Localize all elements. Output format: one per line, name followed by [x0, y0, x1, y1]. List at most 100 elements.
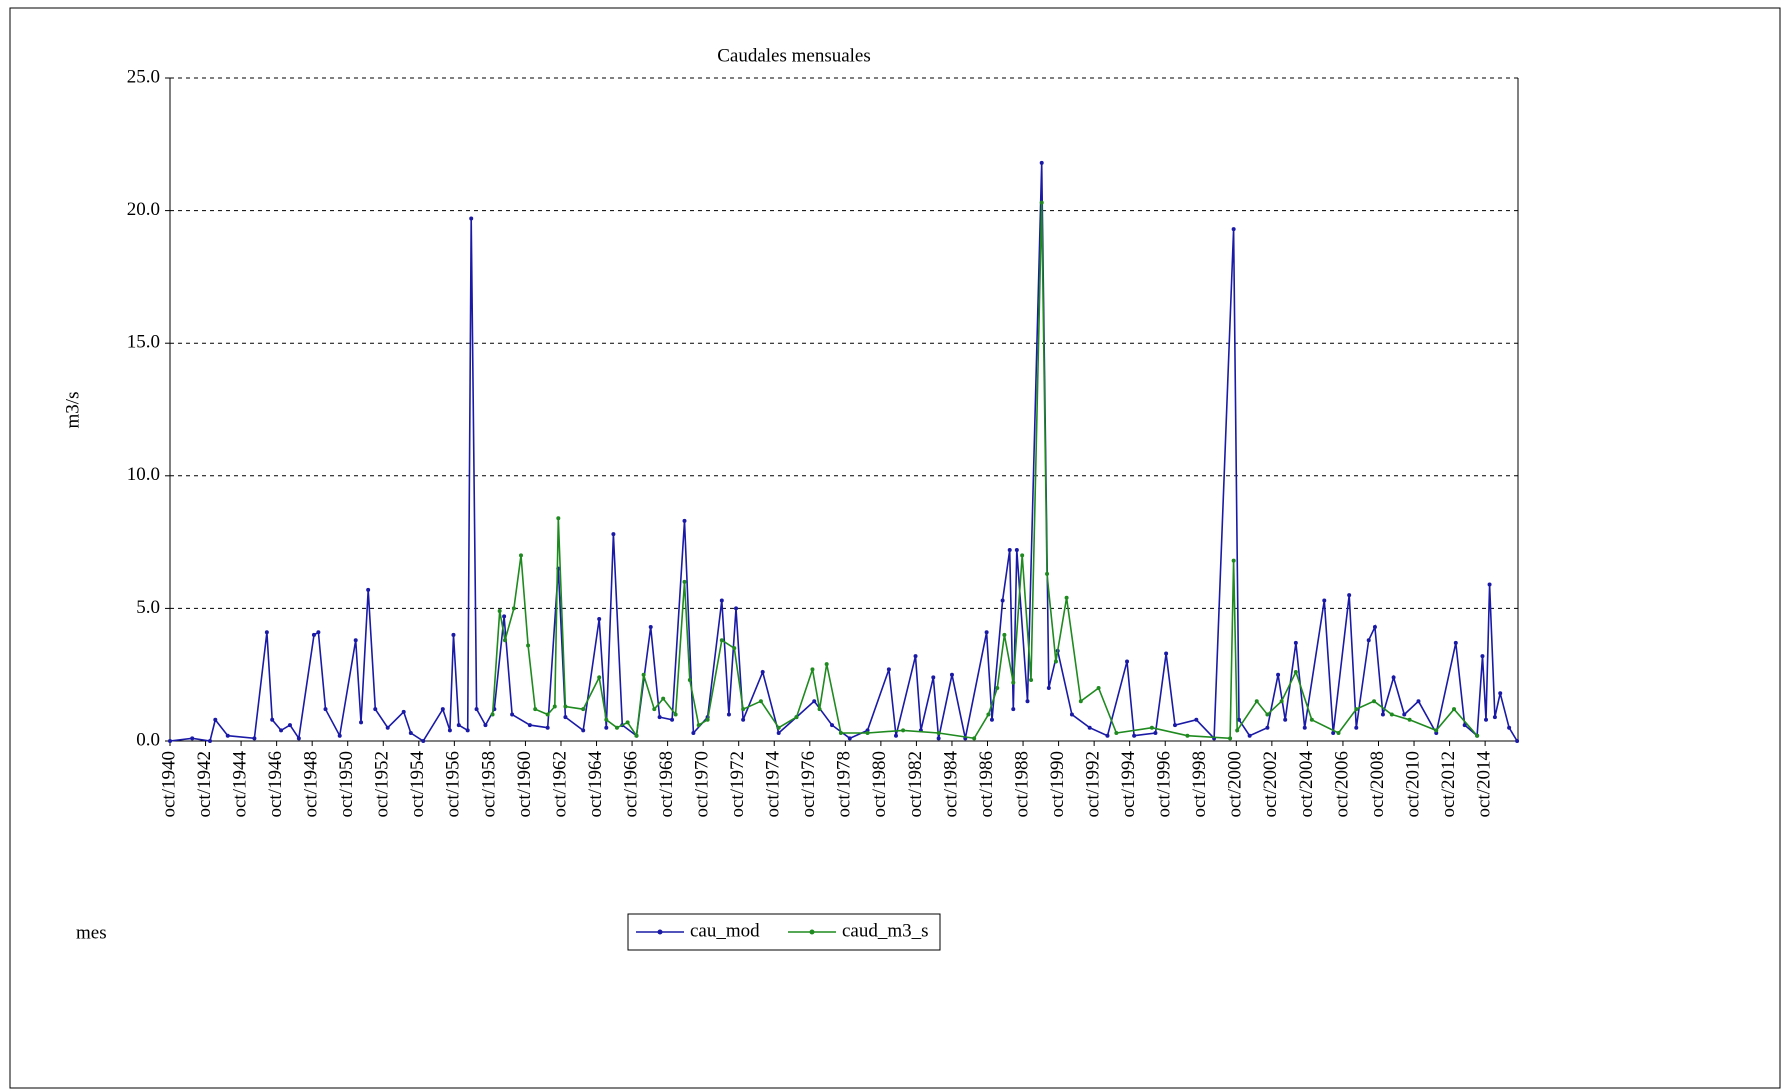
- data-point: [936, 731, 941, 736]
- data-point: [1498, 691, 1503, 696]
- data-point: [190, 736, 195, 741]
- y-tick-label: 15.0: [127, 332, 160, 353]
- x-tick-label: oct/1948: [301, 751, 322, 818]
- x-tick-label: oct/1964: [585, 751, 606, 818]
- x-tick-label: oct/1998: [1189, 751, 1210, 818]
- data-point: [401, 709, 406, 714]
- chart-frame: [9, 7, 1781, 1089]
- data-point: [989, 717, 994, 722]
- data-point: [1407, 717, 1412, 722]
- data-point: [1487, 582, 1492, 587]
- data-point: [1515, 739, 1520, 743]
- data-point: [824, 662, 829, 667]
- data-point: [1149, 725, 1154, 730]
- data-point: [1185, 733, 1190, 738]
- x-tick-label: oct/1988: [1011, 751, 1032, 818]
- data-point: [705, 717, 710, 722]
- data-point: [670, 717, 675, 722]
- data-point: [1235, 728, 1240, 733]
- data-point: [758, 699, 763, 704]
- data-point: [296, 736, 301, 741]
- x-tick-label: oct/1970: [692, 751, 713, 818]
- data-point: [1096, 685, 1101, 690]
- data-point: [1173, 723, 1178, 728]
- x-axis-label: mes: [76, 922, 107, 943]
- data-point: [913, 654, 918, 659]
- legend-label: cau_mod: [690, 920, 760, 941]
- y-tick-label: 5.0: [136, 597, 160, 618]
- data-point: [1453, 640, 1458, 645]
- x-tick-label: oct/1968: [656, 751, 677, 818]
- x-tick-label: oct/1994: [1118, 751, 1139, 818]
- data-point: [1279, 699, 1284, 704]
- data-point: [936, 736, 941, 741]
- data-point: [1014, 548, 1019, 553]
- data-point: [1416, 699, 1421, 704]
- data-point: [511, 606, 516, 611]
- data-point: [287, 723, 292, 728]
- x-tick-label: oct/2004: [1296, 751, 1317, 818]
- x-tick-label: oct/2008: [1367, 751, 1388, 818]
- data-point: [984, 630, 989, 635]
- data-point: [456, 723, 461, 728]
- data-point: [497, 609, 502, 614]
- data-point: [1064, 595, 1069, 600]
- data-point: [1039, 160, 1044, 165]
- data-point: [726, 712, 731, 717]
- data-point: [641, 672, 646, 677]
- data-point: [1366, 638, 1371, 643]
- data-point: [794, 715, 799, 720]
- data-point: [337, 733, 342, 738]
- y-tick-label: 25.0: [127, 66, 160, 87]
- data-point: [1380, 712, 1385, 717]
- data-point: [563, 715, 568, 720]
- data-point: [1105, 733, 1110, 738]
- data-point: [563, 704, 568, 709]
- data-point: [611, 532, 616, 537]
- data-point: [1020, 553, 1025, 558]
- y-tick-label: 0.0: [136, 729, 160, 750]
- data-point: [1372, 624, 1377, 629]
- data-point: [691, 731, 696, 736]
- x-tick-label: oct/1976: [798, 751, 819, 818]
- x-tick-label: oct/2010: [1402, 751, 1423, 818]
- data-point: [1053, 659, 1058, 664]
- data-point: [1309, 717, 1314, 722]
- data-point: [465, 728, 470, 733]
- x-tick-label: oct/1942: [194, 751, 215, 818]
- data-point: [1265, 725, 1270, 730]
- data-point: [252, 736, 257, 741]
- data-point: [901, 728, 906, 733]
- data-point: [1039, 200, 1044, 205]
- data-point: [1391, 675, 1396, 680]
- x-tick-label: oct/1950: [336, 751, 357, 818]
- data-point: [1132, 733, 1137, 738]
- data-point: [1000, 598, 1005, 603]
- data-point: [440, 707, 445, 712]
- y-tick-label: 20.0: [127, 199, 160, 220]
- data-point: [1475, 733, 1480, 738]
- data-point: [323, 707, 328, 712]
- data-point: [1331, 731, 1336, 736]
- data-point: [316, 630, 321, 635]
- data-point: [545, 712, 550, 717]
- data-point: [597, 675, 602, 680]
- data-point: [552, 704, 557, 709]
- data-point: [1236, 717, 1241, 722]
- x-tick-label: oct/1952: [372, 751, 393, 818]
- data-point: [1078, 699, 1083, 704]
- x-tick-label: oct/1980: [869, 751, 890, 818]
- data-point: [469, 216, 474, 221]
- data-point: [1045, 571, 1050, 576]
- data-point: [1007, 548, 1012, 553]
- x-tick-label: oct/1996: [1154, 751, 1175, 818]
- data-point: [1153, 731, 1158, 736]
- series-line: [491, 202, 1478, 740]
- data-point: [812, 699, 817, 704]
- data-point: [447, 728, 452, 733]
- data-point: [719, 598, 724, 603]
- data-point: [1402, 712, 1407, 717]
- data-point: [1025, 699, 1030, 704]
- data-point: [1231, 227, 1236, 232]
